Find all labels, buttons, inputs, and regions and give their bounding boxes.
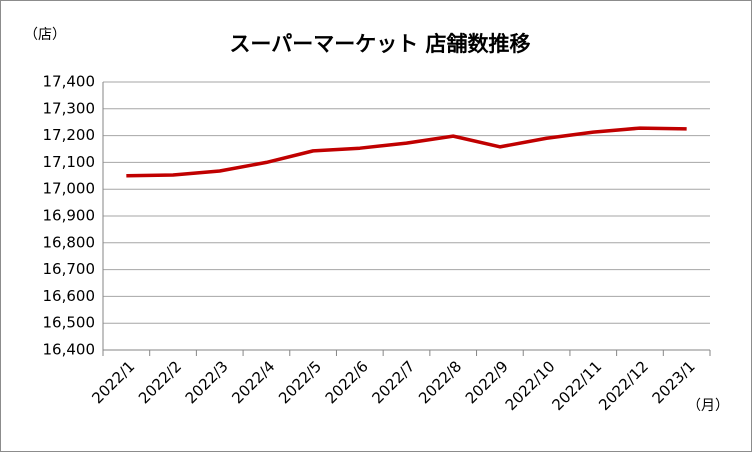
y-unit: （店） (24, 27, 66, 43)
y-tick-label: 16,400 (43, 341, 96, 359)
y-tick-label: 16,500 (43, 314, 96, 332)
data-line (126, 126, 687, 178)
y-tick-label: 17,200 (43, 126, 96, 144)
x-unit: （月） (687, 398, 729, 414)
y-tick-label: 16,600 (43, 287, 96, 305)
y-tick-label: 17,400 (43, 73, 96, 91)
y-tick-label: 17,100 (43, 153, 96, 171)
y-tick-label: 17,000 (43, 180, 96, 198)
y-tick-label: 17,300 (43, 99, 96, 117)
y-tick-label: 16,900 (43, 207, 96, 225)
y-tick-label: 16,700 (43, 260, 96, 278)
chart-title: スーパーマーケット 店舗数推移 (229, 32, 530, 56)
y-tick-label: 16,800 (43, 233, 96, 251)
